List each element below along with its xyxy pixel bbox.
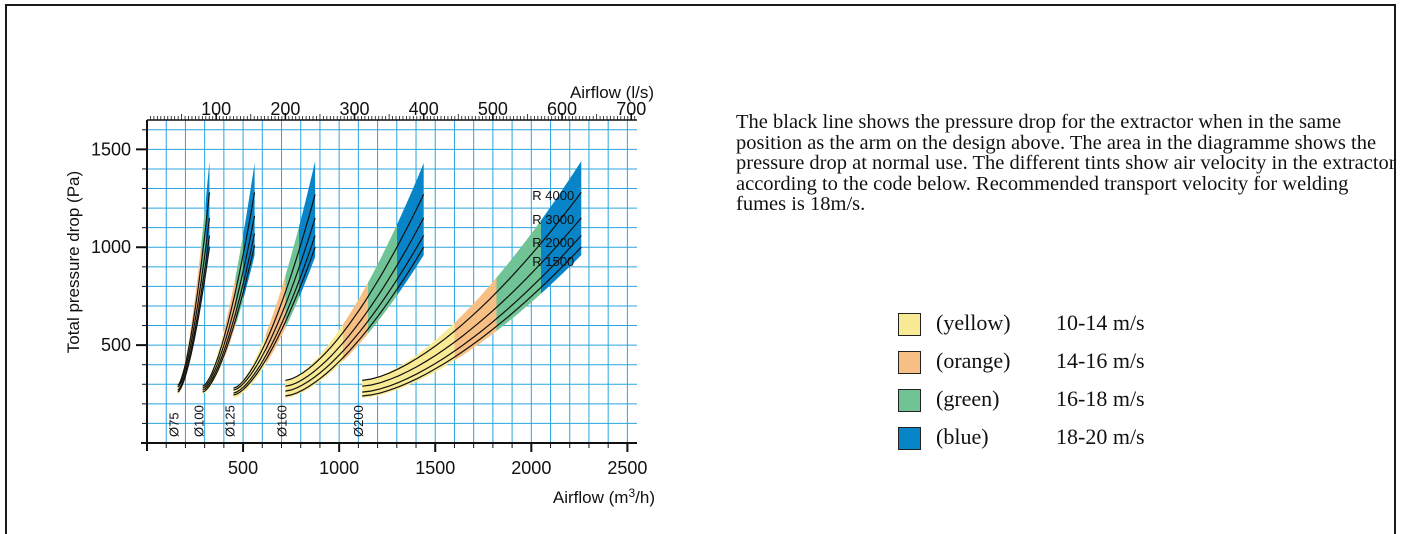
frame-border-left	[5, 4, 7, 534]
y-tick-label: 1500	[91, 139, 131, 159]
pressure-curve	[233, 217, 316, 391]
x2-tick-label: 700	[616, 99, 646, 119]
velocity-band	[362, 161, 582, 398]
pressure-curve	[177, 192, 211, 386]
legend-swatch-green	[898, 389, 921, 412]
pressure-curve	[233, 235, 316, 394]
pressure-curve	[177, 235, 211, 391]
x2-tick-label: 200	[270, 99, 300, 119]
x-tick-label: 2500	[607, 458, 647, 478]
legend-item-orange: (orange) 14-16 m/s	[898, 348, 1258, 386]
x2-tick-label: 600	[547, 99, 577, 119]
duct-diameter-label: Ø160	[274, 405, 289, 437]
pressure-curve	[285, 217, 425, 387]
duct-diameter-label: Ø75	[167, 412, 182, 437]
pressure-curve	[202, 192, 256, 387]
x2-tick-label: 500	[478, 99, 508, 119]
pressure-curve	[202, 233, 256, 391]
legend-color-name: (orange)	[936, 348, 1011, 373]
pressure-curve	[177, 217, 211, 388]
y-axis-title: Total pressure drop (Pa)	[64, 171, 83, 353]
frame-border-top	[5, 4, 1396, 6]
pressure-curve	[285, 235, 425, 392]
x-tick-label: 1000	[319, 458, 359, 478]
pressure-curve	[285, 246, 425, 397]
top-axis-title: Airflow (l/s)	[570, 83, 654, 102]
curve-label: R 2000	[532, 235, 574, 250]
y-tick-label: 500	[101, 335, 131, 355]
pressure-curve	[202, 215, 256, 389]
pressure-curve	[177, 247, 211, 393]
legend-color-name: (green)	[936, 386, 1000, 411]
legend-swatch-orange	[898, 351, 921, 374]
x2-tick-label: 100	[201, 99, 231, 119]
pressure-curve	[362, 192, 582, 381]
pressure-curve	[285, 194, 425, 381]
pressure-curve	[362, 235, 582, 393]
pressure-drop-chart: Ø75 Ø100 Ø125 Ø160 Ø200 R 4000 R 3000 R 2000 R 1…	[64, 83, 655, 507]
x-tick-label: 1500	[415, 458, 455, 478]
x-tick-label: 2000	[511, 458, 551, 478]
legend-color-name: (blue)	[936, 424, 989, 449]
x-tick-label: 500	[228, 458, 258, 478]
legend-swatch-yellow	[898, 313, 921, 336]
legend-item-blue: (blue) 18-20 m/s	[898, 424, 1258, 462]
pressure-curve	[362, 246, 582, 397]
duct-diameter-label: Ø200	[351, 405, 366, 437]
legend-velocity-range: 16-18 m/s	[1056, 386, 1145, 411]
curve-label: R 4000	[532, 188, 574, 203]
duct-diameter-label: Ø125	[222, 405, 237, 437]
y-tick-label: 1000	[91, 237, 131, 257]
velocity-band	[233, 161, 316, 398]
legend-velocity-range: 10-14 m/s	[1056, 310, 1145, 335]
pressure-curve	[202, 245, 256, 393]
legend-velocity-range: 14-16 m/s	[1056, 348, 1145, 373]
pressure-curves: Ø75 Ø100 Ø125 Ø160 Ø200 R 4000 R 3000 R 2000 R 1…	[167, 188, 582, 437]
pressure-curve	[233, 194, 316, 389]
x-axis-title: Airflow (m3/h)	[553, 486, 655, 507]
pressure-curve	[233, 246, 316, 396]
legend-swatch-blue	[898, 427, 921, 450]
x2-tick-label: 400	[409, 99, 439, 119]
x2-tick-label: 300	[340, 99, 370, 119]
chart-axes: 500 1000 1500 2000 2500 500 1000 1500 100 200 300 4…	[91, 99, 647, 478]
legend-color-name: (yellow)	[936, 310, 1011, 335]
frame-border-right	[1394, 4, 1396, 534]
velocity-legend: (yellow) 10-14 m/s (orange) 14-16 m/s (g…	[898, 310, 1258, 462]
legend-item-yellow: (yellow) 10-14 m/s	[898, 310, 1258, 348]
chart-description: The black line shows the pressure drop f…	[736, 111, 1396, 215]
curve-label: R 3000	[532, 212, 574, 227]
legend-item-green: (green) 16-18 m/s	[898, 386, 1258, 424]
duct-diameter-label: Ø100	[192, 405, 207, 437]
legend-velocity-range: 18-20 m/s	[1056, 424, 1145, 449]
pressure-curve	[362, 217, 582, 387]
curve-label: R 1500	[532, 254, 574, 269]
